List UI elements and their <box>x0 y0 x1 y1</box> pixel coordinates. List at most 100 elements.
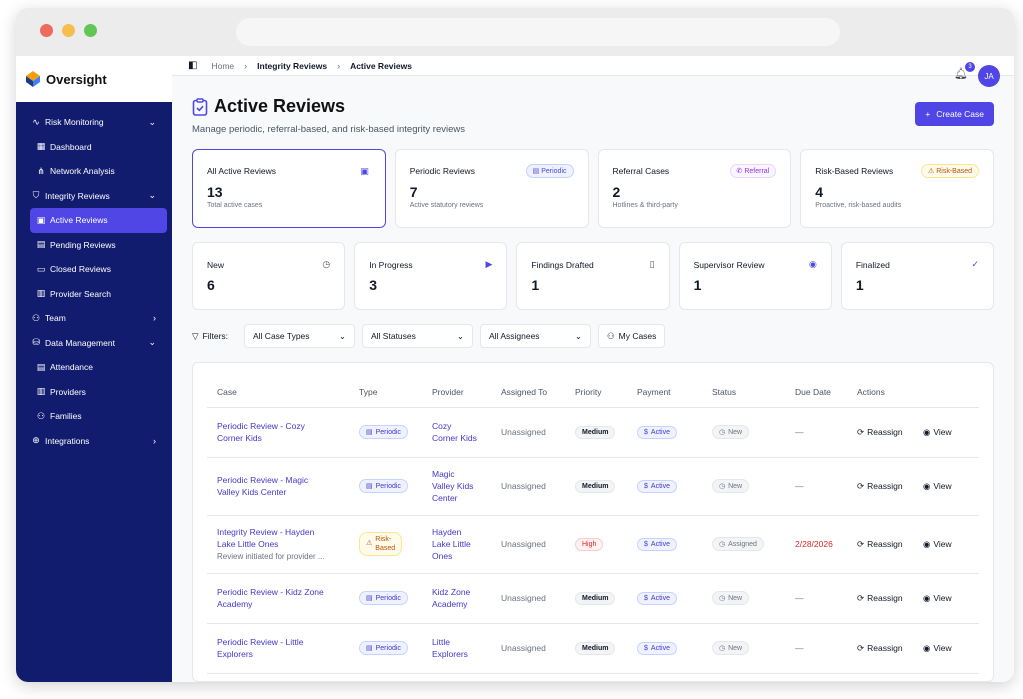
breadcrumb-separator-icon: › <box>244 60 248 71</box>
sidebar-toggle-icon[interactable]: ◧ <box>188 60 198 71</box>
column-header[interactable]: Priority <box>565 377 627 408</box>
status-card-new[interactable]: New 6 ◷ <box>192 242 346 310</box>
create-case-button[interactable]: + Create Case <box>915 102 994 126</box>
clipboard-icon: ▣ <box>36 214 46 225</box>
column-header[interactable]: Type <box>349 377 422 408</box>
sidebar-item-provider-search[interactable]: ▥ Provider Search <box>16 282 172 307</box>
sidebar-item-providers[interactable]: ▥ Providers <box>16 380 172 405</box>
case-link[interactable]: Periodic Review - Kidz Zone Academy <box>217 586 324 609</box>
sidebar-item-families[interactable]: ⚇ Families <box>16 404 172 429</box>
sidebar-item-pending-reviews[interactable]: ▤ Pending Reviews <box>16 233 172 258</box>
provider-link[interactable]: Cozy Corner Kids <box>432 420 477 443</box>
status-badge: ◷ Assigned <box>712 537 764 551</box>
reassign-button[interactable]: ⟳ Reassign <box>857 592 903 604</box>
calendar-icon: ▤ <box>532 168 542 175</box>
sidebar-item-attendance[interactable]: ▤ Attendance <box>16 355 172 380</box>
periodic-tag: ▤ Periodic <box>525 164 574 178</box>
sidebar-item-active-reviews[interactable]: ▣ Active Reviews <box>30 208 167 233</box>
status-label: In Progress <box>369 260 413 270</box>
view-button[interactable]: ◉ View <box>922 538 952 550</box>
breadcrumb-integrity-reviews[interactable]: Integrity Reviews <box>257 60 328 71</box>
summary-card-all[interactable]: All Active Reviews 13 Total active cases… <box>192 149 386 228</box>
logo[interactable]: Oversight <box>16 56 172 102</box>
view-button[interactable]: ◉ View <box>922 480 952 492</box>
breadcrumb-separator-icon: › <box>337 60 341 71</box>
view-button[interactable]: ◉ View <box>922 642 952 654</box>
table-row[interactable]: Periodic Review - Magic Valley Kids Cente… <box>207 457 979 516</box>
sidebar-item-label: Provider Search <box>50 288 111 299</box>
notifications-button[interactable]: 🔔︎ 3 <box>954 62 975 80</box>
sidebar-item-risk-monitoring[interactable]: ∿ Risk Monitoring ⌄ <box>16 110 172 135</box>
breadcrumb-home[interactable]: Home <box>211 60 235 71</box>
view-button[interactable]: ◉ View <box>922 592 952 604</box>
table-row[interactable]: Periodic Review - Little Explorers ▤ Perio… <box>207 623 979 674</box>
case-description: Review initiated for provider ... <box>217 551 325 561</box>
sidebar-item-integrations[interactable]: ⊕ Integrations › <box>16 429 172 454</box>
sidebar-item-label: Risk Monitoring <box>45 117 104 128</box>
priority-badge: Medium <box>575 425 616 439</box>
table-row[interactable]: Periodic Review - Kidz Zone Academy ▤ Peri… <box>207 573 979 624</box>
reassign-button[interactable]: ⟳ Reassign <box>857 480 903 492</box>
status-card-finalized[interactable]: Finalized 1 ✓ <box>840 242 995 310</box>
card-value: 13 <box>207 184 223 200</box>
assignee-select[interactable]: All Assignees ⌄ <box>480 324 591 348</box>
chevron-down-icon: ⌄ <box>148 337 156 348</box>
sidebar-item-team[interactable]: ⚇ Team › <box>16 306 172 331</box>
tag-label: Referral <box>744 168 770 175</box>
table-row[interactable]: Integrity Review - Hayden Lake Little One… <box>207 515 979 574</box>
provider-link[interactable]: Little Explorers <box>432 636 468 659</box>
filters-label: ▽ Filters: <box>192 331 237 342</box>
payment-badge: $ Active <box>637 537 677 551</box>
column-header[interactable]: Payment <box>627 377 702 408</box>
due-date: — <box>785 573 847 624</box>
status-card-findings-drafted[interactable]: Findings Drafted 1 ▯ <box>516 242 670 310</box>
reassign-button[interactable]: ⟳ Reassign <box>857 642 903 654</box>
status-card-supervisor-review[interactable]: Supervisor Review 1 ◉ <box>678 242 832 310</box>
summary-card-risk-based[interactable]: Risk-Based Reviews 4 Proactive, risk-bas… <box>800 149 994 228</box>
my-cases-button[interactable]: ⚇ My Cases <box>598 324 666 348</box>
sidebar-item-integrity-reviews[interactable]: ⛉ Integrity Reviews ⌄ <box>16 184 172 209</box>
due-date: — <box>785 407 847 458</box>
summary-card-periodic[interactable]: Periodic Reviews 7 Active statutory revi… <box>394 149 589 228</box>
case-link[interactable]: Periodic Review - Cozy Corner Kids <box>217 420 305 443</box>
sidebar-item-dashboard[interactable]: ▦ Dashboard <box>16 135 172 160</box>
minimize-window-button[interactable] <box>62 24 75 37</box>
case-type-select[interactable]: All Case Types ⌄ <box>244 324 355 348</box>
status-value: 3 <box>369 277 377 293</box>
provider-link[interactable]: Magic Valley Kids Center <box>432 468 474 504</box>
close-window-button[interactable] <box>40 24 53 37</box>
page-title-text: Active Reviews <box>214 96 346 116</box>
sidebar-nav: ∿ Risk Monitoring ⌄ ▦ Dashboard ⋔ Networ… <box>16 102 172 682</box>
status-select[interactable]: All Statuses ⌄ <box>362 324 473 348</box>
case-link[interactable]: Periodic Review - Little Explorers <box>217 636 304 659</box>
table-row[interactable]: Periodic Review - Cozy Corner Kids ▤ Perio… <box>207 407 979 458</box>
due-date: — <box>785 457 847 516</box>
sidebar-item-label: Data Management <box>45 337 115 348</box>
column-header[interactable]: Assigned To <box>491 377 565 408</box>
reassign-button[interactable]: ⟳ Reassign <box>857 426 903 438</box>
maximize-window-button[interactable] <box>84 24 97 37</box>
status-card-in-progress[interactable]: In Progress 3 ▶ <box>354 242 508 310</box>
provider-link[interactable]: Kidz Zone Academy <box>432 586 471 609</box>
provider-link[interactable]: Hayden Lake Little Ones <box>432 526 471 562</box>
sidebar-item-closed-reviews[interactable]: ▭ Closed Reviews <box>16 257 172 282</box>
reassign-button[interactable]: ⟳ Reassign <box>857 538 903 550</box>
column-header[interactable]: Due Date <box>785 377 847 408</box>
column-header[interactable]: Provider <box>422 377 491 408</box>
case-link[interactable]: Integrity Review - Hayden Lake Little One… <box>217 527 315 550</box>
column-header[interactable]: Case <box>207 377 349 408</box>
status-label: Supervisor Review <box>693 260 765 270</box>
column-header[interactable]: Status <box>702 377 785 408</box>
address-bar[interactable] <box>236 18 840 46</box>
avatar[interactable]: JA <box>978 65 1000 87</box>
case-link[interactable]: Periodic Review - Magic Valley Kids Cente… <box>217 474 309 497</box>
sidebar-item-data-management[interactable]: ⛁ Data Management ⌄ <box>16 331 172 356</box>
card-value: 4 <box>815 184 824 200</box>
type-badge: ▤ Periodic <box>359 591 408 605</box>
due-date: 2/28/2026 <box>785 515 847 574</box>
shield-icon: ⛉ <box>32 190 40 201</box>
summary-card-referral[interactable]: Referral Cases 2 Hotlines & third-party … <box>597 149 792 228</box>
view-button[interactable]: ◉ View <box>922 426 952 438</box>
sidebar-item-network-analysis[interactable]: ⋔ Network Analysis <box>16 159 172 184</box>
status-value: All Statuses <box>371 331 416 341</box>
